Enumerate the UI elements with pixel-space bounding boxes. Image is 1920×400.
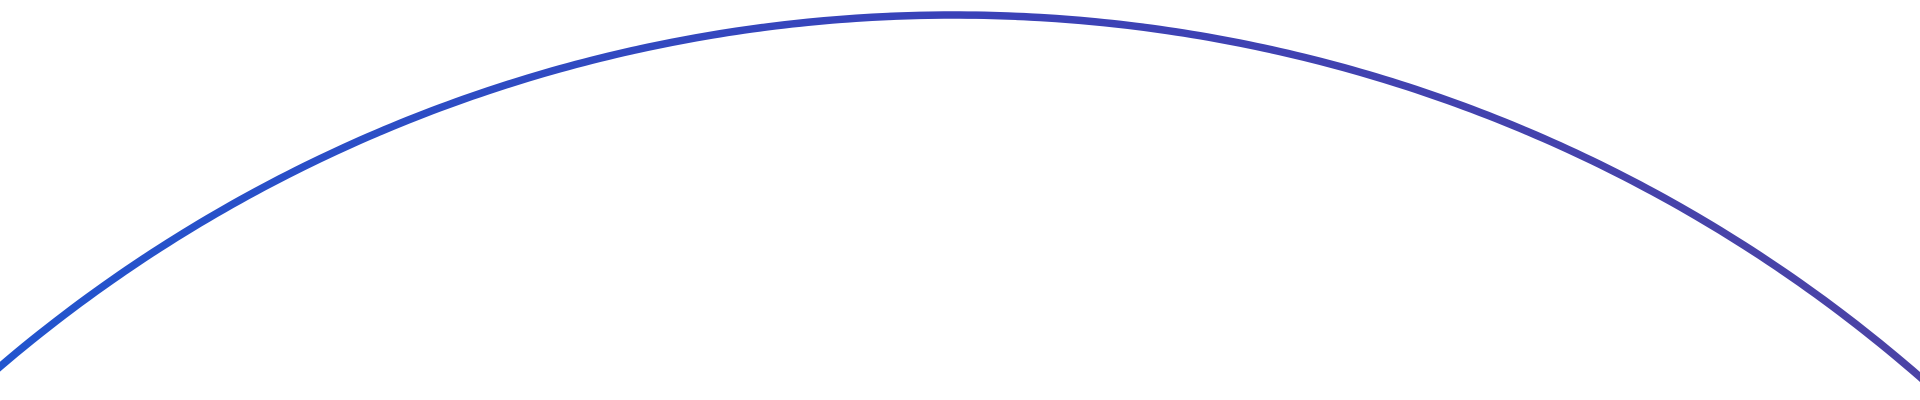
curve-line: [0, 11, 1920, 382]
